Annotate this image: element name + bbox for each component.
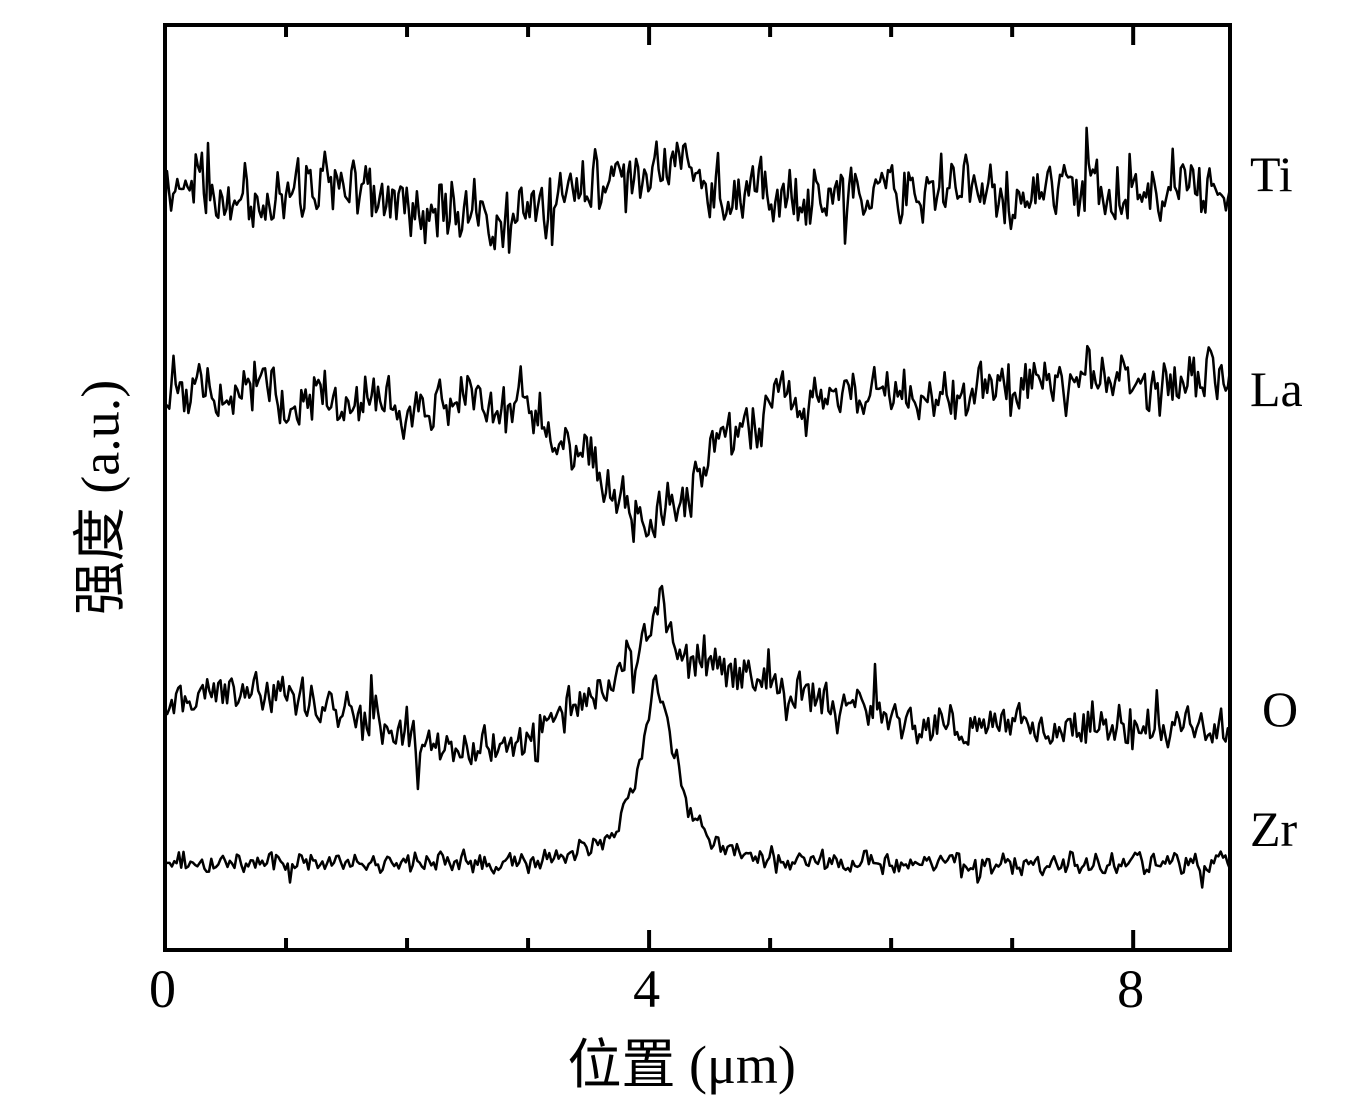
chart-container: 强度 (a.u.) 位置 (μm) 0 4 8 Ti La O Zr [0,0,1369,1097]
series-label-la: La [1250,360,1303,418]
x-tick-label-0: 0 [149,958,176,1020]
x-tick-label-2: 8 [1117,958,1144,1020]
linescan-chart [0,0,1369,1097]
x-tick-label-1: 4 [633,958,660,1020]
series-label-ti: Ti [1250,145,1293,203]
series-label-o: O [1262,680,1298,738]
y-axis-label: 强度 (a.u.) [56,367,135,627]
series-label-zr: Zr [1250,800,1297,858]
x-axis-label: 位置 (μm) [568,1020,796,1099]
